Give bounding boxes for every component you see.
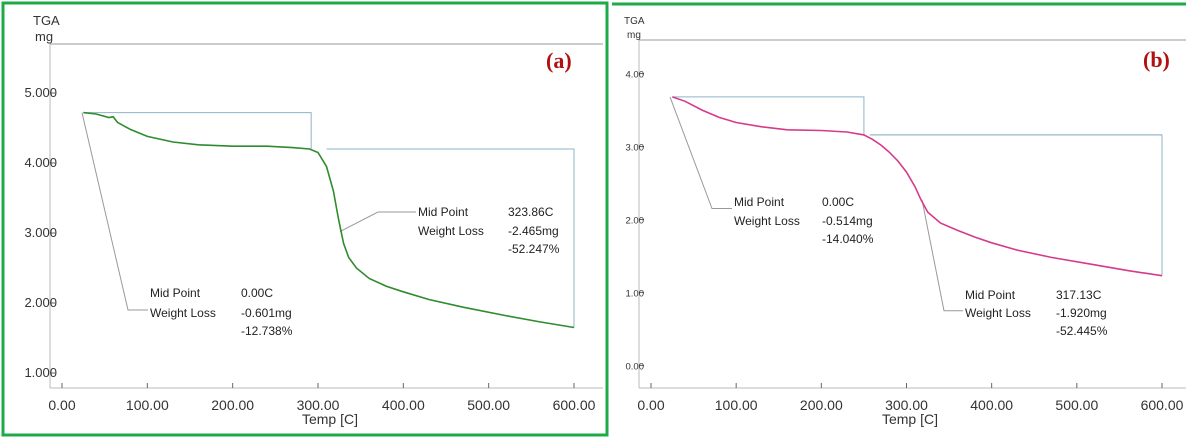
panel-b-y-tick-label: 0.00 <box>626 361 645 372</box>
panel-a-leader-1 <box>81 112 148 311</box>
panel-b-x-tick-label: 600.00 <box>1141 397 1184 413</box>
panel-a-y-tick-label: 4.000 <box>24 155 57 170</box>
panel-a-leader-2 <box>339 211 416 233</box>
panel-b-ann2-midpoint-value: 317.13C <box>1056 288 1102 302</box>
panel-b-ann2-weightloss-mg: -1.920mg <box>1056 306 1107 320</box>
panel-a-x-tick-label: 300.00 <box>297 397 340 413</box>
panel-a-y-unit: mg <box>35 29 53 44</box>
panel-b-ann1-midpoint-label: Mid Point <box>734 195 785 209</box>
panel-b-x-tick-label: 500.00 <box>1055 397 1098 413</box>
panel-b-x-tick-label: 200.00 <box>800 397 843 413</box>
panel-b-leader-2 <box>921 199 963 312</box>
panel-a-ann2-midpoint-value: 323.86C <box>508 205 554 219</box>
panel-a-ann1-weightloss-mg: -0.601mg <box>241 306 292 320</box>
panel-a-x-tick-label: 100.00 <box>126 397 169 413</box>
panel-b-y-tick-label: 1.00 <box>626 288 645 299</box>
panel-b-x-tick-label: 400.00 <box>970 397 1013 413</box>
panel-b-y-tick-label: 4.00 <box>626 70 645 81</box>
panel-a-step-line-2 <box>326 148 575 328</box>
panel-b-ann1-weightloss-mg: -0.514mg <box>822 214 873 228</box>
panel-b-x-tick-label: 300.00 <box>885 397 928 413</box>
panel-a-ann2-midpoint-label: Mid Point <box>418 205 469 219</box>
panel-a-y-tick-label: 1.000 <box>24 365 57 380</box>
panel-b-x-tick-label: 0.00 <box>637 397 664 413</box>
panel-b-tga-curve <box>672 96 1163 277</box>
panel-b-ann1-weightloss-pct: -14.040% <box>822 232 874 246</box>
panel-b-y-tick-label: 2.00 <box>626 216 645 227</box>
panel-b-step-line-1 <box>672 96 865 135</box>
chart-marks: 1.000 2.000 3.000 4.000 5.000 0.00 100.00 200.0… <box>24 39 1186 413</box>
panel-a-ann2-weightloss-pct: -52.247% <box>508 242 560 256</box>
panel-a-step-line-1 <box>83 112 312 149</box>
panel-b-x-label: Temp [C] <box>882 411 938 427</box>
panel-b-leader-1 <box>669 96 732 210</box>
panel-b-ann2-midpoint-label: Mid Point <box>965 288 1016 302</box>
panel-b-step-line-2 <box>869 134 1163 276</box>
panel-a-ann1-midpoint-value: 0.00C <box>241 286 273 300</box>
panel-a-ann2-weightloss-mg: -2.465mg <box>508 224 559 238</box>
panel-b-ann2-weightloss-pct: -52.445% <box>1056 324 1108 338</box>
panel-a-x-tick-label: 0.00 <box>48 397 75 413</box>
panel-a-ann1-midpoint-label: Mid Point <box>150 286 201 300</box>
panel-b-y-tick-label: 3.00 <box>626 143 645 154</box>
panel-b-ann1-midpoint-value: 0.00C <box>822 195 854 209</box>
panel-a-x-tick-label: 500.00 <box>467 397 510 413</box>
panel-a-ann1-weightloss-label: Weight Loss <box>150 306 216 320</box>
panel-a-x-tick-label: 200.00 <box>211 397 254 413</box>
panel-a-ann1-weightloss-pct: -12.738% <box>241 324 293 338</box>
panel-a-x-tick-label: 600.00 <box>553 397 596 413</box>
panel-b-y-unit: mg <box>627 30 641 41</box>
panel-a-frame <box>1 1 609 437</box>
panel-a-y-tick-label: 3.000 <box>24 225 57 240</box>
panel-a-x-label: Temp [C] <box>302 411 358 427</box>
panel-a-y-tick-label: 5.000 <box>24 85 57 100</box>
panel-a-y-tick-label: 2.000 <box>24 295 57 310</box>
panel-b-ann2-weightloss-label: Weight Loss <box>965 306 1031 320</box>
panel-a-label: (a) <box>546 48 572 73</box>
panel-a-ann2-weightloss-label: Weight Loss <box>418 224 484 238</box>
panel-b-label: (b) <box>1143 47 1170 72</box>
panel-b-ann1-weightloss-label: Weight Loss <box>734 214 800 228</box>
panel-a-y-title: TGA <box>33 13 60 28</box>
panel-b-x-tick-label: 100.00 <box>715 397 758 413</box>
panel-a-tga-curve <box>83 111 575 329</box>
panel-a-x-tick-label: 400.00 <box>382 397 425 413</box>
panel-b-y-title: TGA <box>624 16 645 27</box>
